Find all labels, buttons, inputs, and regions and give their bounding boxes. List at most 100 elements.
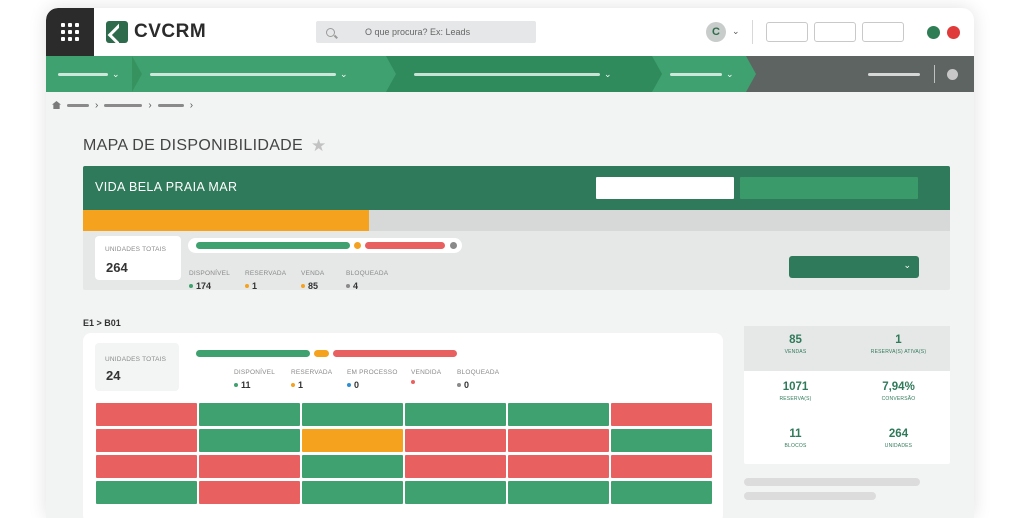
summary-stat-value: 1071 <box>782 381 809 393</box>
legend-dot-icon <box>189 284 193 288</box>
avatar[interactable]: C <box>706 22 726 42</box>
project-legend-item: BLOQUEADA 4 <box>346 270 388 290</box>
toolbar-button-3[interactable] <box>862 22 904 42</box>
block-legend-item: VENDIDA <box>411 369 441 384</box>
chevron-down-icon: ⌄ <box>903 260 911 270</box>
star-icon[interactable]: ★ <box>311 136 327 155</box>
block-card: UNIDADES TOTAIS 24 DISPONÍVEL 11 RESERVADA… <box>83 333 723 518</box>
legend-dot-icon <box>234 383 238 387</box>
nav-item-2[interactable]: ⌄ <box>150 56 348 92</box>
legend-dot-icon <box>457 383 461 387</box>
unit-cell[interactable] <box>508 429 609 452</box>
unit-cell[interactable] <box>508 481 609 504</box>
summary-stat-value: 264 <box>888 428 909 440</box>
legend-dot-icon <box>347 383 351 387</box>
summary-stat-value: 1 <box>895 334 902 346</box>
status-dot-red[interactable] <box>947 26 960 39</box>
unit-cell[interactable] <box>199 403 300 426</box>
summary-stat: 1 RESERVA(S) ATIVA(S) <box>847 334 950 355</box>
block-legend-item: EM PROCESSO 0 <box>347 369 398 390</box>
unit-cell[interactable] <box>302 403 403 426</box>
legend-label: VENDA <box>301 270 325 277</box>
summary-stat-value: 7,94% <box>882 381 915 393</box>
unit-cell[interactable] <box>96 481 197 504</box>
summary-stat-label: UNIDADES <box>884 443 913 449</box>
legend-value: 11 <box>234 380 275 390</box>
unit-cell[interactable] <box>302 429 403 452</box>
unit-cell[interactable] <box>199 429 300 452</box>
distribution-available <box>196 350 310 357</box>
apps-menu-icon[interactable] <box>46 8 94 56</box>
unit-cell[interactable] <box>611 481 712 504</box>
nav-status-dot[interactable] <box>947 69 958 80</box>
legend-label: EM PROCESSO <box>347 369 398 376</box>
toolbar-button-2[interactable] <box>814 22 856 42</box>
unit-cell[interactable] <box>302 455 403 478</box>
unit-cell[interactable] <box>405 403 506 426</box>
unit-cell[interactable] <box>508 403 609 426</box>
sales-progress-bar <box>83 210 950 231</box>
divider <box>752 20 753 44</box>
unit-cell[interactable] <box>611 429 712 452</box>
legend-label: BLOQUEADA <box>457 369 500 376</box>
unit-cell[interactable] <box>405 455 506 478</box>
summary-stat-label: RESERVA(S) <box>779 396 812 402</box>
distribution-sold <box>333 350 457 357</box>
tower-select[interactable]: ⌄ <box>789 256 919 278</box>
project-header: VIDA BELA PRAIA MAR <box>83 166 950 210</box>
project-legend-item: VENDA 85 <box>301 270 324 290</box>
project-name: VIDA BELA PRAIA MAR <box>95 180 238 194</box>
distribution-available <box>196 242 350 249</box>
project-header-input[interactable] <box>596 177 734 199</box>
total-units-caption: UNIDADES TOTAIS <box>105 246 167 253</box>
breadcrumb-item[interactable] <box>104 103 143 107</box>
unit-cell[interactable] <box>508 455 609 478</box>
logo[interactable]: CVCRM <box>106 21 206 43</box>
unit-cell[interactable] <box>96 455 197 478</box>
units-grid <box>96 403 712 504</box>
unit-cell[interactable] <box>611 403 712 426</box>
status-dot-green[interactable] <box>927 26 940 39</box>
project-distribution-bar <box>188 238 462 253</box>
legend-label: RESERVADA <box>291 369 333 376</box>
distribution-reserved <box>314 350 329 357</box>
page-title: MAPA DE DISPONIBILIDADE ★ <box>83 136 327 156</box>
project-header-button[interactable] <box>740 177 918 199</box>
breadcrumb-item[interactable] <box>67 103 89 107</box>
toolbar-button-1[interactable] <box>766 22 808 42</box>
chevron-down-icon: ⌄ <box>340 68 348 79</box>
unit-cell[interactable] <box>405 481 506 504</box>
summary-stat-value: 85 <box>789 334 802 346</box>
chevron-down-icon[interactable]: ⌄ <box>732 26 740 36</box>
unit-cell[interactable] <box>96 403 197 426</box>
main-nav: ⌄ ⌄ ⌄ ⌄ <box>46 56 974 92</box>
placeholder-line <box>744 478 920 486</box>
nav-item-1[interactable]: ⌄ <box>58 56 120 92</box>
brand-name: CVCRM <box>134 21 207 42</box>
block-path: E1 > B01 <box>83 318 121 328</box>
unit-cell[interactable] <box>199 481 300 504</box>
unit-cell[interactable] <box>405 429 506 452</box>
nav-item-3[interactable]: ⌄ <box>414 56 612 92</box>
block-legend-item: RESERVADA 1 <box>291 369 332 390</box>
breadcrumb: › › › <box>52 98 193 112</box>
legend-value: 174 <box>189 281 230 290</box>
unit-cell[interactable] <box>611 455 712 478</box>
search-input[interactable] <box>365 27 515 37</box>
legend-label: VENDIDA <box>411 369 442 376</box>
nav-item-4[interactable]: ⌄ <box>670 56 734 92</box>
unit-cell[interactable] <box>96 429 197 452</box>
unit-cell[interactable] <box>199 455 300 478</box>
nav-item-5[interactable] <box>868 56 920 92</box>
breadcrumb-item[interactable] <box>157 103 184 107</box>
app-window: CVCRM C ⌄ ⌄ ⌄ ⌄ ⌄ <box>46 8 974 518</box>
legend-value: 1 <box>291 380 332 390</box>
legend-dot-icon <box>346 284 350 288</box>
legend-dot-icon <box>245 284 249 288</box>
block-total-value: 24 <box>106 368 121 383</box>
legend-value <box>411 380 441 384</box>
home-icon[interactable] <box>52 101 61 109</box>
search-box[interactable] <box>316 21 536 43</box>
unit-cell[interactable] <box>302 481 403 504</box>
summary-stat-label: RESERVA(S) ATIVA(S) <box>870 349 927 355</box>
